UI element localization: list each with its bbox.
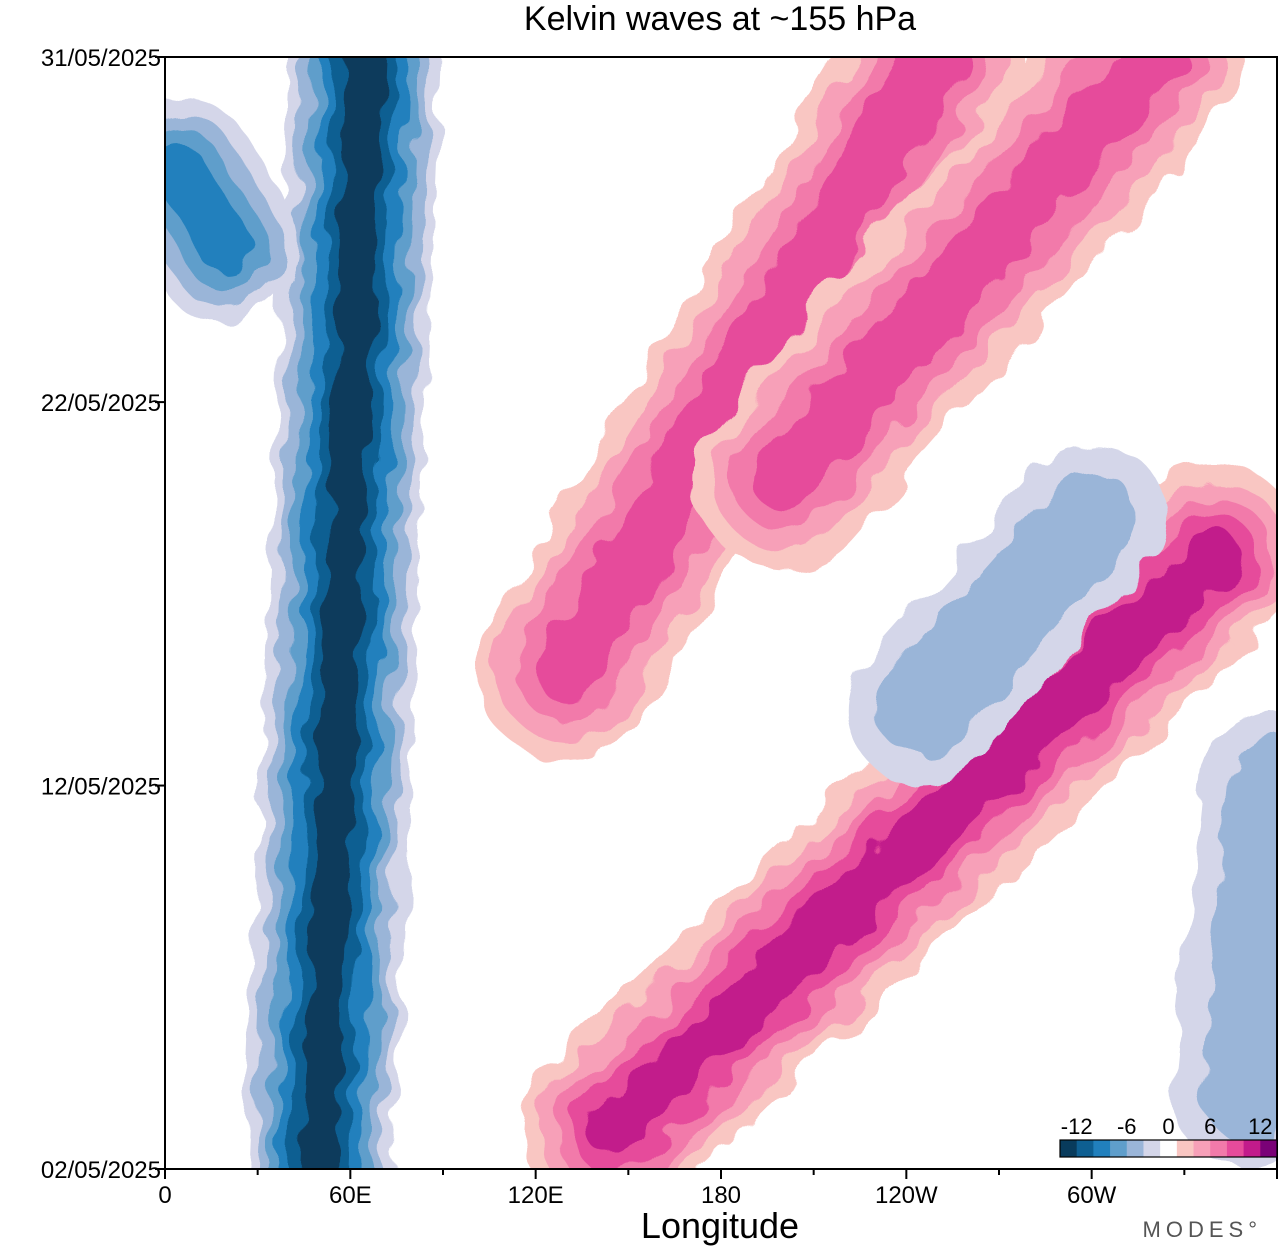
colorbar-frame: [1059, 1139, 1278, 1158]
colorbar-swatch: [1160, 1140, 1178, 1157]
x-tick-label: 60W: [1067, 1182, 1117, 1209]
colorbar: -12 -6 0 6 12: [1059, 1114, 1278, 1158]
x-tick-label: 60E: [329, 1182, 372, 1209]
anomaly-band: [1199, 739, 1277, 1139]
anomaly-band: [165, 145, 253, 275]
colorbar-swatch: [1226, 1140, 1245, 1157]
colorbar-swatch: [1176, 1140, 1195, 1157]
colorbar-tick-label: -12: [1061, 1114, 1093, 1139]
colorbar-swatch: [1126, 1140, 1144, 1157]
chart-title: Kelvin waves at ~155 hPa: [524, 0, 916, 38]
colorbar-tick-label: 6: [1204, 1114, 1216, 1139]
x-tick-label: 120W: [875, 1182, 938, 1209]
colorbar-swatch: [1110, 1140, 1128, 1157]
anomaly-band: [751, 57, 1185, 511]
y-axis: 02/05/2025 12/05/2025 22/05/2025 31/05/2025: [41, 45, 165, 1184]
anomaly-band: [301, 57, 384, 1169]
colorbar-swatch: [1193, 1140, 1211, 1157]
colorbar-swatch: [1243, 1140, 1261, 1157]
x-axis-label: Longitude: [641, 1205, 799, 1246]
colorbar-swatch: [1210, 1140, 1228, 1157]
x-tick-label: 120E: [508, 1182, 564, 1209]
brand-logo: MODES°: [1142, 1217, 1262, 1242]
x-tick-label: 0: [158, 1182, 171, 1209]
colorbar-swatch: [1260, 1140, 1278, 1157]
colorbar-tick-label: 0: [1162, 1114, 1174, 1139]
anomaly-band: [875, 470, 1138, 756]
colorbar-swatch: [1093, 1140, 1111, 1157]
anomaly-band: [535, 57, 969, 702]
colorbar-tick-label: -6: [1117, 1114, 1137, 1139]
colorbar-swatch: [1060, 1140, 1078, 1157]
y-tick-label: 02/05/2025: [41, 1157, 161, 1184]
anomaly-field: [165, 57, 1277, 1169]
colorbar-swatch: [1076, 1140, 1094, 1157]
x-tick-label: 180: [701, 1182, 741, 1209]
colorbar-swatch: [1143, 1140, 1161, 1157]
y-tick-label: 12/05/2025: [41, 774, 161, 801]
anomaly-band: [587, 529, 1241, 1157]
x-axis: 0 60E 120E 180 120W 60W: [158, 1169, 1278, 1209]
y-tick-label: 22/05/2025: [41, 390, 161, 417]
colorbar-tick-label: 12: [1248, 1114, 1272, 1139]
y-tick-label: 31/05/2025: [41, 45, 161, 72]
